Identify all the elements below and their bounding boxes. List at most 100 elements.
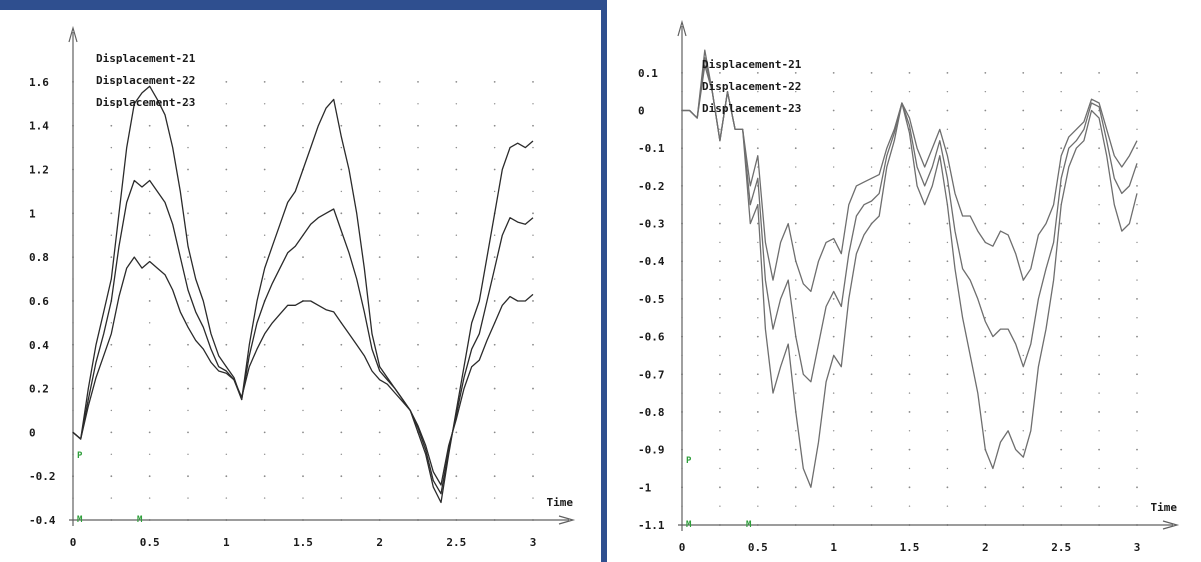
- grid-dot: [417, 103, 419, 105]
- grid-dot: [1022, 317, 1024, 319]
- grid-dot: [110, 256, 113, 259]
- grid-dot: [378, 190, 381, 193]
- grid-dot: [870, 204, 873, 206]
- grid-dot: [794, 184, 797, 187]
- y-tick-label: 0: [29, 426, 36, 439]
- y-tick-label: 0.8: [29, 251, 49, 264]
- grid-dot: [417, 256, 419, 259]
- grid-dot: [1098, 298, 1100, 300]
- x-axis-label: Time: [1151, 501, 1178, 514]
- grid-dot: [870, 505, 873, 507]
- grid-dot: [263, 475, 266, 478]
- grid-dot: [870, 392, 873, 394]
- grid-dot: [340, 409, 343, 412]
- grid-dot: [110, 497, 113, 499]
- x-tick-label: 0.5: [748, 541, 768, 554]
- x-tick-label: 2: [376, 536, 383, 549]
- grid-dot: [263, 190, 266, 193]
- grid-dot: [1098, 448, 1100, 451]
- grid-dot: [340, 124, 343, 127]
- grid-dot: [187, 190, 189, 193]
- grid-dot: [756, 373, 759, 376]
- grid-dot: [340, 300, 343, 302]
- grid-dot: [455, 190, 458, 193]
- grid-dot: [946, 71, 949, 74]
- grid-dot: [984, 430, 987, 432]
- grid-dot: [984, 166, 987, 168]
- grid-dot: [719, 298, 721, 300]
- grid-dot: [870, 166, 873, 168]
- grid-dot: [1098, 373, 1100, 376]
- grid-dot: [1136, 71, 1138, 74]
- grid-dot: [984, 298, 987, 300]
- grid-dot: [1022, 109, 1025, 112]
- grid-dot: [1136, 184, 1138, 187]
- grid-dot: [263, 146, 266, 149]
- x-tick-label: 1: [223, 536, 230, 549]
- y-tick-label: 0.4: [29, 339, 49, 352]
- grid-dot: [1136, 90, 1138, 93]
- grid-dot: [719, 373, 721, 376]
- grid-dot: [302, 497, 304, 499]
- x-tick-label: 1.5: [900, 541, 920, 554]
- y-tick-label: -0.5: [638, 293, 665, 306]
- grid-dot: [870, 448, 873, 451]
- x-axis-label: Time: [547, 496, 574, 509]
- y-tick-label: -1: [638, 481, 652, 494]
- grid-dot: [1022, 166, 1024, 168]
- grid-dot: [532, 190, 534, 193]
- series-line-3: [682, 49, 1138, 488]
- grid-dot: [832, 260, 835, 263]
- grid-dot: [832, 411, 835, 413]
- grid-dot: [340, 387, 343, 390]
- grid-dot: [757, 467, 759, 470]
- grid-dot: [832, 241, 835, 244]
- grid-dot: [493, 234, 496, 236]
- grid-dot: [832, 166, 835, 168]
- grid-dot: [1060, 373, 1063, 376]
- grid-dot: [532, 475, 534, 478]
- grid-dot: [455, 387, 458, 390]
- grid-dot: [417, 453, 419, 455]
- grid-dot: [417, 168, 419, 171]
- grid-dot: [946, 260, 949, 263]
- grid-dot: [263, 278, 266, 280]
- y-tick-label: -1.1: [638, 519, 665, 532]
- grid-dot: [908, 373, 911, 376]
- series-line-3: [72, 256, 534, 486]
- y-tick-label: 0.6: [29, 295, 49, 308]
- grid-dot: [532, 387, 534, 390]
- grid-dot: [378, 124, 381, 127]
- grid-dot: [1098, 166, 1100, 168]
- series-line-2: [682, 57, 1138, 383]
- grid-dot: [532, 300, 534, 302]
- grid-dot: [1098, 147, 1100, 150]
- grid-dot: [908, 279, 911, 281]
- grid-dot: [870, 467, 873, 470]
- grid-dot: [532, 431, 534, 434]
- grid-dot: [187, 497, 189, 499]
- grid-dot: [795, 430, 797, 432]
- grid-dot: [225, 212, 228, 215]
- grid-dot: [1060, 411, 1063, 413]
- grid-dot: [378, 475, 381, 478]
- grid-dot: [794, 222, 797, 225]
- grid-dot: [908, 486, 911, 489]
- grid-dot: [1098, 241, 1100, 244]
- grid-dot: [1060, 222, 1063, 225]
- grid-dot: [148, 168, 151, 171]
- grid-dot: [795, 166, 797, 168]
- grid-dot: [455, 81, 458, 83]
- legend-entry: Displacement-21: [96, 52, 196, 65]
- grid-dot: [984, 317, 987, 319]
- grid-dot: [340, 146, 343, 149]
- grid-dot: [984, 505, 987, 507]
- y-tick-label: 0: [638, 105, 645, 118]
- y-tick-label: -0.8: [638, 406, 665, 419]
- grid-dot: [1098, 430, 1100, 432]
- grid-dot: [794, 71, 797, 74]
- grid-dot: [984, 467, 987, 470]
- grid-dot: [417, 146, 419, 149]
- grid-dot: [1136, 354, 1138, 357]
- grid-dot: [1060, 467, 1062, 470]
